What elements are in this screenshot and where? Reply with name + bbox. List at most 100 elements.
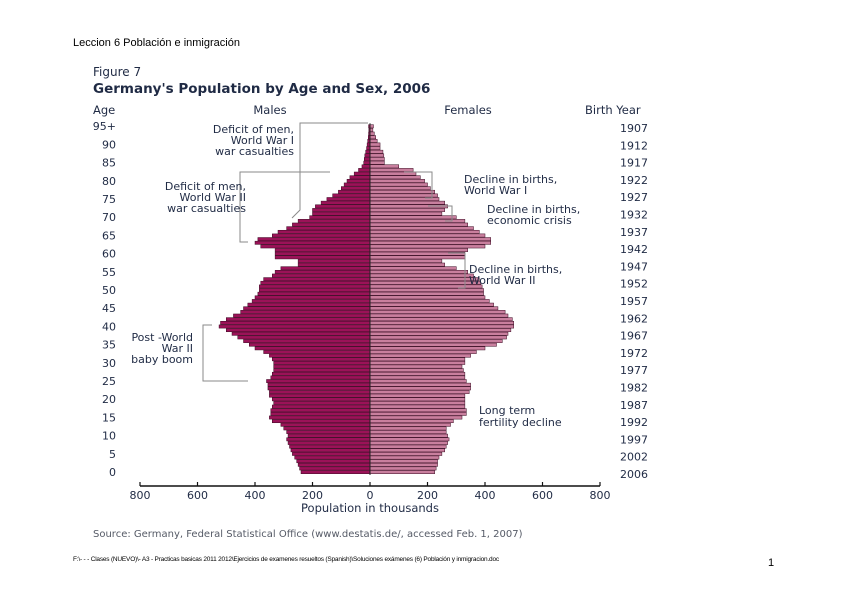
female-bar-age-21 bbox=[369, 393, 466, 398]
x-tick-label: 800 bbox=[130, 489, 151, 502]
birth-year-tick-label: 1907 bbox=[620, 122, 648, 135]
birth-year-tick-label: 2006 bbox=[620, 468, 648, 481]
male-bar-age-2 bbox=[297, 462, 371, 467]
female-bar-age-89 bbox=[369, 146, 381, 151]
female-bar-age-86 bbox=[369, 157, 385, 161]
male-bar-age-65 bbox=[272, 233, 371, 238]
age-tick-label: 30 bbox=[102, 357, 116, 370]
age-tick-label: 75 bbox=[102, 193, 116, 206]
male-bar-age-55 bbox=[274, 270, 371, 274]
female-bar-age-50 bbox=[369, 288, 484, 292]
annotation-line: Deficit of men, bbox=[165, 180, 246, 193]
male-bar-age-56 bbox=[280, 266, 371, 271]
female-bar-age-2 bbox=[369, 462, 438, 467]
female-bar-age-52 bbox=[369, 280, 481, 285]
female-bar-age-18 bbox=[369, 404, 466, 409]
male-bar-age-35 bbox=[249, 342, 371, 347]
female-bar-age-8 bbox=[369, 441, 448, 445]
female-bar-age-93 bbox=[369, 131, 375, 136]
male-bar-age-59 bbox=[274, 255, 371, 260]
female-bar-age-41 bbox=[369, 320, 514, 325]
page-number: 1 bbox=[768, 557, 775, 569]
male-bar-age-14 bbox=[272, 419, 371, 424]
birth-year-tick-label: 1957 bbox=[620, 295, 648, 308]
male-bar-age-29 bbox=[273, 364, 371, 369]
male-bar-age-57 bbox=[297, 262, 371, 267]
female-bar-age-85 bbox=[369, 160, 385, 165]
female-bar-age-31 bbox=[369, 357, 466, 362]
x-tick-label: 0 bbox=[367, 489, 374, 502]
age-tick-label: 35 bbox=[102, 339, 116, 352]
male-bar-age-66 bbox=[277, 229, 371, 234]
female-bar-age-65 bbox=[369, 233, 486, 238]
female-bar-age-48 bbox=[369, 295, 486, 300]
age-tick-label: 95+ bbox=[93, 120, 116, 133]
legend-females: Females bbox=[444, 103, 492, 117]
annotation-line: Decline in births, bbox=[464, 173, 557, 186]
age-tick-label: 5 bbox=[109, 448, 116, 461]
female-bar-age-56 bbox=[369, 266, 457, 271]
male-bar-age-53 bbox=[263, 277, 371, 282]
female-bar-age-74 bbox=[369, 200, 445, 205]
female-bar-age-4 bbox=[369, 455, 440, 460]
male-bar-age-39 bbox=[226, 328, 371, 333]
male-bar-age-9 bbox=[286, 437, 371, 442]
male-bar-age-61 bbox=[274, 248, 371, 252]
age-tick-label: 90 bbox=[102, 138, 116, 151]
annotation-line: Decline in births, bbox=[487, 203, 580, 216]
male-bar-age-74 bbox=[320, 200, 371, 205]
female-bar-age-13 bbox=[369, 422, 451, 427]
female-bar-age-57 bbox=[369, 262, 445, 267]
male-bar-age-24 bbox=[267, 382, 371, 387]
birth-year-tick-label: 1952 bbox=[620, 278, 648, 291]
female-bar-age-79 bbox=[369, 182, 428, 187]
male-bar-age-87 bbox=[364, 153, 371, 158]
female-bar-age-1 bbox=[369, 466, 437, 471]
female-bar-age-71 bbox=[369, 211, 443, 216]
bracket-ww1-men bbox=[291, 122, 368, 219]
birth-year-tick-label: 1937 bbox=[620, 226, 648, 239]
birth-year-tick-label: 1917 bbox=[620, 157, 648, 170]
x-tick-label: 400 bbox=[245, 489, 266, 502]
annotation-line: war casualties bbox=[167, 202, 246, 215]
male-bar-age-84 bbox=[361, 164, 371, 169]
birth-year-tick-label: 1922 bbox=[620, 174, 648, 187]
x-tick-label: 200 bbox=[417, 489, 438, 502]
age-tick-label: 80 bbox=[102, 175, 116, 188]
female-bar-age-34 bbox=[369, 346, 486, 351]
female-bar-age-14 bbox=[369, 419, 454, 424]
female-bar-age-83 bbox=[369, 168, 414, 172]
male-bar-age-26 bbox=[270, 375, 371, 380]
male-bar-age-1 bbox=[299, 466, 371, 471]
legend-males: Males bbox=[253, 103, 286, 117]
male-bar-age-38 bbox=[231, 331, 371, 336]
birth-year-tick-label: 1997 bbox=[620, 433, 648, 446]
male-bar-age-40 bbox=[218, 324, 371, 329]
birth-year-tick-label: 2002 bbox=[620, 451, 648, 464]
x-tick-label: 400 bbox=[475, 489, 496, 502]
age-tick-label: 25 bbox=[102, 375, 116, 388]
male-bar-age-71 bbox=[312, 211, 371, 216]
female-bar-age-12 bbox=[369, 426, 447, 431]
male-bar-age-18 bbox=[272, 404, 371, 409]
female-bar-age-61 bbox=[369, 248, 468, 252]
age-tick-label: 55 bbox=[102, 266, 116, 279]
female-bar-age-88 bbox=[369, 149, 384, 154]
male-bar-age-70 bbox=[309, 215, 371, 220]
female-bar-age-55 bbox=[369, 270, 468, 274]
x-tick-label: 600 bbox=[532, 489, 553, 502]
male-bar-age-48 bbox=[254, 295, 371, 300]
female-bar-age-92 bbox=[369, 135, 376, 140]
male-bar-age-4 bbox=[294, 455, 371, 460]
male-bar-age-75 bbox=[326, 197, 371, 201]
annotation-line: World War I bbox=[231, 134, 294, 147]
annotation-line: World War II bbox=[469, 274, 535, 287]
male-bar-age-78 bbox=[341, 186, 371, 191]
age-tick-label: 15 bbox=[102, 411, 116, 424]
male-bar-age-43 bbox=[233, 313, 371, 318]
male-bar-age-72 bbox=[312, 208, 371, 212]
age-tick-label: 10 bbox=[102, 430, 116, 443]
male-bar-age-54 bbox=[272, 273, 371, 278]
x-tick-label: 800 bbox=[590, 489, 611, 502]
